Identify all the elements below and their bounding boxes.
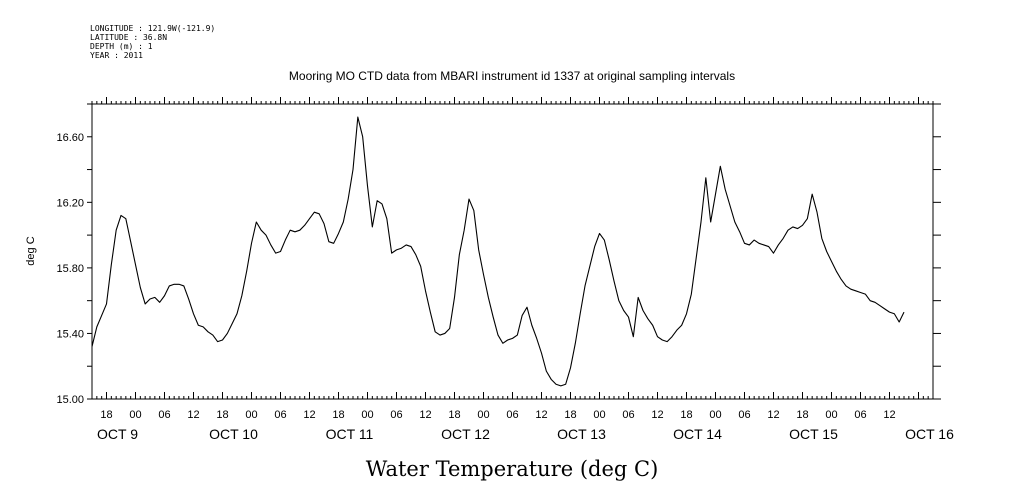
hour-tick-label: 12 — [767, 409, 779, 421]
hour-tick-label: 12 — [419, 409, 431, 421]
date-tick-label: OCT 15 — [789, 426, 838, 442]
hour-tick-label: 06 — [622, 409, 634, 421]
date-tick-label: OCT 10 — [209, 426, 258, 442]
series-line — [91, 116, 905, 387]
y-tick-label: 15.40 — [56, 328, 84, 340]
hour-tick-label: 18 — [332, 409, 344, 421]
year-label: YEAR : 2011 — [90, 51, 143, 60]
hour-tick-label: 12 — [303, 409, 315, 421]
depth-label: DEPTH (m) : 1 — [90, 42, 153, 51]
hour-tick-label: 00 — [129, 409, 141, 421]
x-axis-ticks — [91, 97, 934, 399]
hour-tick-label: 18 — [216, 409, 228, 421]
date-tick-labels: OCT 9 OCT 10 OCT 11 OCT 12 OCT 13 OCT 14 OCT 1… — [97, 426, 954, 442]
hour-tick-label: 12 — [187, 409, 199, 421]
series-layer — [91, 116, 905, 387]
hour-tick-label: 12 — [883, 409, 895, 421]
hour-tick-label: 18 — [680, 409, 692, 421]
y-axis-label: deg C — [25, 236, 37, 265]
metadata-block: LONGITUDE : 121.9W(-121.9) LATITUDE : 36… — [90, 24, 215, 60]
y-axis-ticks: 15.00 15.40 15.80 16.20 16.60 — [56, 103, 941, 406]
y-tick-label: 16.20 — [56, 197, 84, 209]
latitude-label: LATITUDE : 36.8N — [90, 33, 167, 42]
longitude-label: LONGITUDE : 121.9W(-121.9) — [90, 24, 215, 33]
hour-tick-label: 18 — [796, 409, 808, 421]
hour-tick-label: 18 — [564, 409, 576, 421]
date-tick-label: OCT 13 — [557, 426, 606, 442]
hour-tick-label: 12 — [651, 409, 663, 421]
hour-tick-label: 00 — [361, 409, 373, 421]
hour-tick-label: 00 — [825, 409, 837, 421]
y-tick-label: 15.80 — [56, 263, 84, 275]
hour-tick-label: 06 — [274, 409, 286, 421]
date-tick-label: OCT 9 — [97, 426, 138, 442]
hour-tick-label: 06 — [506, 409, 518, 421]
hour-tick-label: 00 — [245, 409, 257, 421]
chart-title: Mooring MO CTD data from MBARI instrumen… — [289, 69, 735, 83]
hour-tick-labels: 18 00 06 12 18 00 06 12 18 00 06 12 18 00 06 12 18 00 06 12… — [100, 409, 895, 421]
hour-tick-label: 00 — [709, 409, 721, 421]
x-axis-label: Water Temperature (deg C) — [366, 457, 659, 481]
y-tick-label: 15.00 — [56, 394, 84, 406]
hour-tick-label: 06 — [158, 409, 170, 421]
date-tick-label: OCT 16 — [905, 426, 954, 442]
date-tick-label: OCT 11 — [326, 426, 374, 442]
date-tick-label: OCT 12 — [441, 426, 490, 442]
hour-tick-label: 12 — [535, 409, 547, 421]
date-tick-label: OCT 14 — [673, 426, 722, 442]
hour-tick-label: 06 — [854, 409, 866, 421]
hour-tick-label: 00 — [477, 409, 489, 421]
plot-frame — [91, 103, 934, 400]
hour-tick-label: 00 — [593, 409, 605, 421]
y-tick-label: 16.60 — [56, 132, 84, 144]
hour-tick-label: 18 — [448, 409, 460, 421]
hour-tick-label: 18 — [100, 409, 112, 421]
hour-tick-label: 06 — [390, 409, 402, 421]
hour-tick-label: 06 — [738, 409, 750, 421]
